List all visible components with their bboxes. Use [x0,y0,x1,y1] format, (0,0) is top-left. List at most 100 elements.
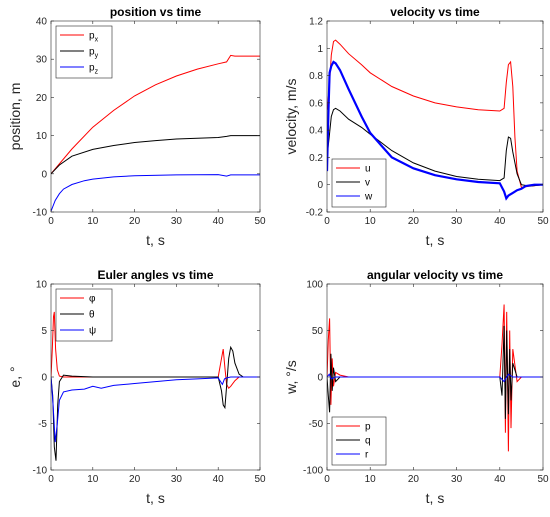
y-tick-label: -0.2 [306,208,324,219]
series-line-θ [51,345,260,461]
x-tick-label: 20 [408,474,420,485]
x-tick-label: 10 [87,216,99,227]
series-line-px [51,54,260,175]
legend-entry-label: q [365,436,371,447]
x-tick-label: 20 [408,216,420,227]
x-tick-label: 40 [494,216,506,227]
x-tick-label: 0 [48,216,54,227]
legend: pqr [331,416,387,466]
y-tick-label: -5 [38,419,47,430]
series-line-ψ [51,376,260,443]
x-tick-label: 30 [171,216,183,227]
y-tick-label: -50 [309,419,324,430]
legend: px py pz [55,25,113,79]
legend-entry-label: ψ [89,326,96,337]
x-tick-label: 10 [365,474,377,485]
legend-entry-label: pz [89,63,99,76]
y-tick-label: 30 [36,55,48,66]
y-tick-label: 0.2 [309,153,323,164]
legend: uvw [331,158,387,208]
y-tick-label: 0 [317,180,323,191]
legend-entry-label: r [365,450,369,461]
x-axis-label: t, s [146,490,165,506]
axes-frame [50,20,261,213]
y-tick-label: 1 [317,44,323,55]
legend-entry-label: w [364,192,373,203]
x-tick-label: 40 [213,474,225,485]
y-axis-label: velocity, m/s [283,79,299,155]
x-tick-label: 0 [48,474,54,485]
legend-entry-subscript: x [95,37,99,44]
y-tick-label: -10 [33,208,48,219]
series-line-py [51,135,260,175]
x-tick-label: 20 [129,474,141,485]
y-tick-label: 0.6 [309,98,323,109]
y-tick-label: 0 [41,169,47,180]
y-tick-label: 50 [312,326,324,337]
x-tick-label: 0 [324,474,330,485]
series-line-r [327,373,543,383]
series-group [51,311,260,461]
x-tick-label: 50 [254,474,266,485]
series-group [327,304,543,452]
series-line-pz [51,174,260,212]
legend-entry-subscript: y [95,53,99,60]
chart-title: Euler angles vs time [97,268,213,282]
y-tick-label: 0.8 [309,71,323,82]
x-axis-label: t, s [426,232,445,248]
legend-entry-label: px [89,31,99,44]
x-axis-label: t, s [426,490,445,506]
y-tick-label: 0.4 [309,126,323,137]
series-group [327,39,543,201]
series-group [51,54,260,212]
legend-box [331,416,387,466]
x-tick-label: 50 [254,216,266,227]
legend-entry-label: φ [89,294,96,305]
y-tick-label: 20 [36,93,48,104]
y-tick-label: 5 [41,326,47,337]
subplot-angular-velocity: 0 10 20 30 40 50 -100 -50 0 50 100 angular velocity… [283,268,549,506]
legend-entry-label: py [89,47,99,60]
chart-title: position vs time [110,5,202,19]
legend-entry-label: p [365,422,371,433]
x-tick-label: 50 [537,474,549,485]
legend: φθψ [55,288,113,342]
y-tick-label: -10 [33,466,48,477]
x-tick-label: 40 [213,216,225,227]
y-tick-label: -100 [303,466,323,477]
legend-box [55,288,113,342]
subplot-euler-angles: 0 10 20 30 40 50 -10 -5 0 5 10 Euler angles vs time… [7,268,266,506]
y-tick-label: 40 [36,17,48,28]
legend-entry-label: u [365,164,371,175]
y-axis-label: position, m [7,83,23,151]
legend-box [331,158,387,208]
legend-entry-subscript: z [95,69,99,76]
series-line-v [327,107,543,187]
y-tick-label: 1.2 [309,17,323,28]
y-tick-label: 0 [41,373,47,384]
y-tick-label: 10 [36,280,48,291]
x-tick-label: 40 [494,474,506,485]
x-tick-label: 10 [365,216,377,227]
axes-frame [326,20,544,213]
chart-title: velocity vs time [390,5,480,19]
chart-title: angular velocity vs time [367,268,503,282]
x-tick-label: 0 [324,216,330,227]
y-axis-label: e, ° [7,366,23,387]
series-line-w [327,60,543,201]
legend-entry-label: θ [89,310,95,321]
series-line-u [327,39,543,188]
legend-box [55,25,113,79]
y-tick-label: 10 [36,131,48,142]
x-axis-label: t, s [146,232,165,248]
x-tick-label: 30 [451,474,463,485]
x-tick-label: 20 [129,216,141,227]
legend-entry-label: v [365,178,370,189]
x-tick-label: 50 [537,216,549,227]
x-tick-label: 30 [451,216,463,227]
y-axis-label: w, °/s [283,360,299,395]
y-tick-label: 100 [306,280,323,291]
x-tick-label: 10 [87,474,99,485]
